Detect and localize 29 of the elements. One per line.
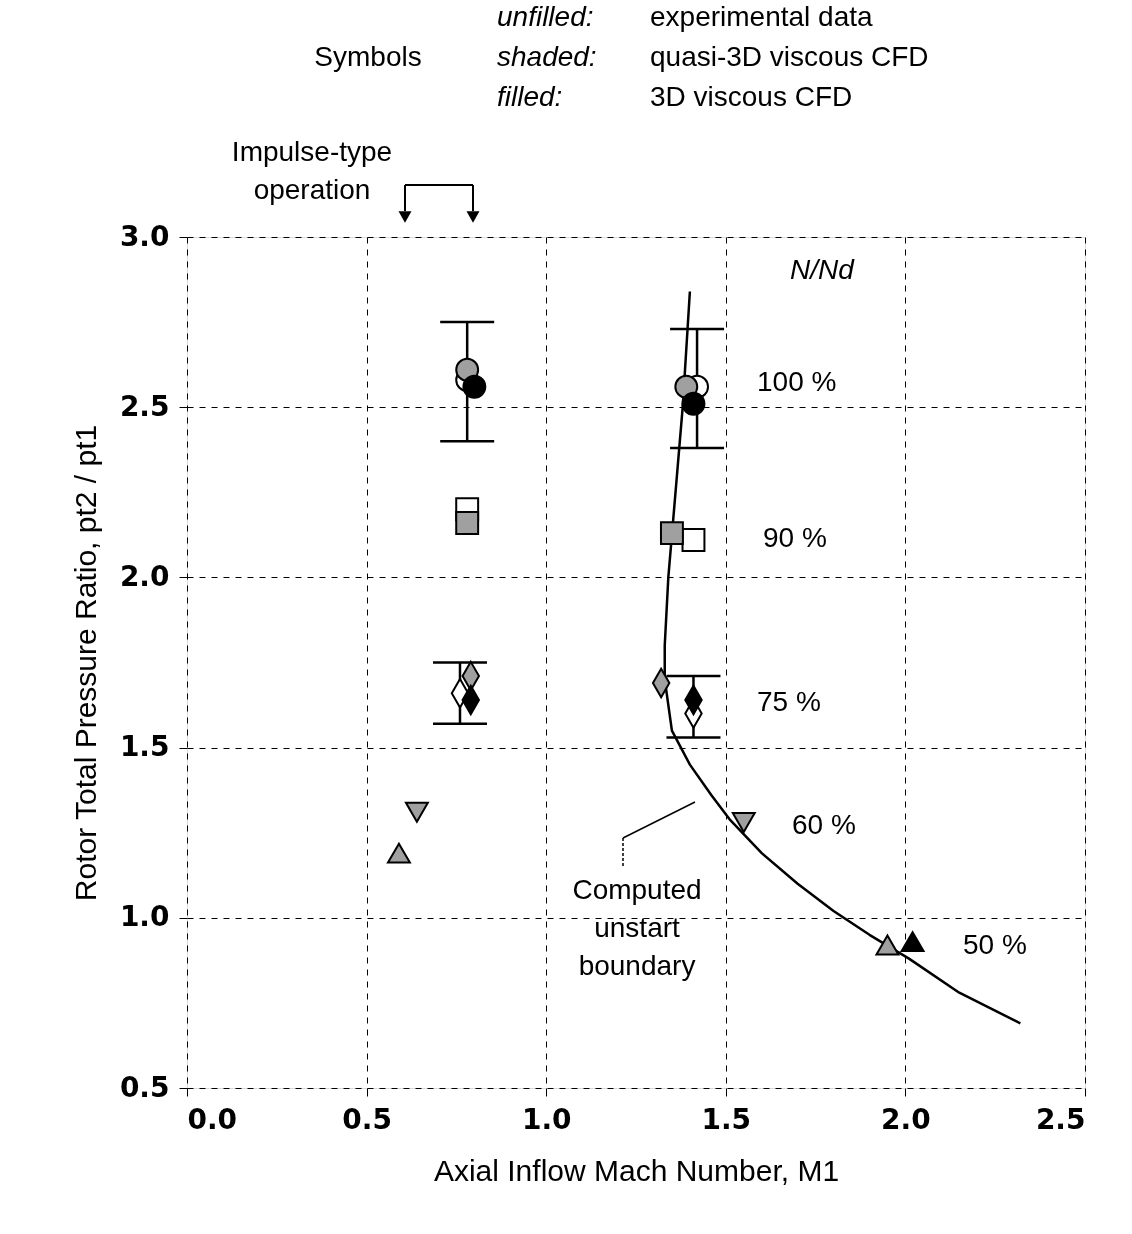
- annotation: N/Nd: [790, 254, 856, 285]
- y-tick-label: 3.0: [119, 219, 170, 253]
- annotation: 60 %: [792, 809, 856, 840]
- y-tick-label: 2.5: [119, 389, 170, 423]
- y-tick-label: 1.5: [119, 730, 170, 764]
- annotation: 75 %: [757, 686, 821, 717]
- x-tick-label: 2.5: [1035, 1102, 1086, 1136]
- annotation: 100 %: [757, 366, 837, 397]
- y-tick-label: 1.0: [119, 900, 170, 934]
- y-tick-label: 2.0: [119, 559, 170, 593]
- text: Impulse-type operation: [231, 136, 393, 205]
- y-axis-title: Rotor Total Pressure Ratio, pt2 / pt1: [68, 424, 102, 902]
- text: Symbols: [314, 41, 422, 72]
- text: filled:: [497, 81, 563, 112]
- text: 3D viscous CFD: [650, 81, 853, 112]
- text: unfilled:: [497, 1, 594, 32]
- x-tick-label: 0.0: [187, 1102, 238, 1136]
- text: shaded:: [497, 41, 597, 72]
- x-axis-title: Axial Inflow Mach Number, M1: [433, 1153, 840, 1187]
- text: experimental data: [650, 1, 874, 32]
- y-tick-label: 0.5: [119, 1070, 170, 1104]
- annotation: 50 %: [963, 929, 1027, 960]
- x-tick-label: 2.0: [881, 1102, 931, 1136]
- text: quasi-3D viscous CFD: [650, 41, 929, 72]
- x-tick-label: 0.5: [342, 1102, 392, 1136]
- annotation: Computed unstart boundary: [572, 874, 702, 981]
- annotation: 90 %: [763, 522, 827, 553]
- x-tick-label: 1.5: [701, 1102, 752, 1136]
- x-tick-label: 1.0: [521, 1102, 572, 1136]
